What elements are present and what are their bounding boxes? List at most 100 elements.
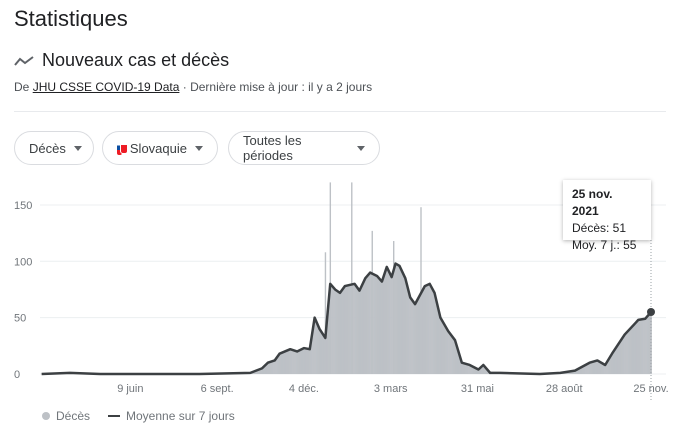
- legend-dot-icon: [42, 412, 50, 420]
- bar: [477, 369, 480, 374]
- bar: [617, 344, 619, 374]
- bar: [456, 346, 458, 374]
- bar: [595, 360, 598, 374]
- bar: [362, 282, 365, 374]
- bar: [431, 287, 433, 374]
- bar: [269, 362, 271, 374]
- bar: [439, 317, 442, 374]
- bar: [633, 324, 636, 374]
- bar: [358, 289, 360, 374]
- bar: [278, 355, 280, 374]
- bar: [319, 328, 321, 374]
- bar: [353, 284, 355, 374]
- bar: [588, 363, 590, 374]
- bar: [305, 348, 307, 374]
- bar: [313, 323, 315, 374]
- tooltip: 25 nov. 2021 Décès: 51 Moy. 7 j.: 55: [563, 180, 651, 252]
- bar: [394, 266, 396, 374]
- bar: [325, 327, 328, 374]
- bar: [308, 349, 310, 374]
- bar: [574, 370, 576, 374]
- bar: [396, 264, 398, 374]
- bar: [388, 270, 390, 374]
- bar: [361, 284, 364, 374]
- bar: [649, 313, 651, 374]
- period-dropdown[interactable]: Toutes les périodes: [228, 131, 380, 165]
- x-tick-label: 31 mai: [461, 383, 494, 395]
- bar: [455, 343, 457, 374]
- bar: [582, 366, 584, 374]
- bar: [628, 330, 630, 374]
- bar: [331, 286, 333, 374]
- bar: [569, 371, 571, 374]
- bar: [315, 319, 317, 374]
- bar: [593, 361, 596, 374]
- bar: [261, 368, 263, 374]
- bar: [440, 319, 443, 374]
- bar: [596, 360, 599, 374]
- bar: [424, 286, 426, 374]
- bar: [472, 366, 474, 374]
- caret-down-icon: [73, 145, 82, 151]
- bar: [390, 275, 392, 374]
- y-tick-label: 50: [14, 313, 26, 325]
- bar: [585, 364, 587, 374]
- x-tick-label: 3 mars: [374, 383, 408, 395]
- bar: [607, 360, 609, 374]
- bar: [288, 349, 290, 374]
- bar: [631, 326, 634, 374]
- bar: [270, 361, 272, 374]
- bar: [401, 272, 404, 374]
- bar: [605, 363, 607, 374]
- bar: [646, 316, 648, 374]
- bar: [468, 364, 470, 374]
- bar: [354, 283, 356, 374]
- bar: [326, 316, 328, 374]
- bar: [484, 367, 486, 374]
- bar: [276, 357, 278, 374]
- bar: [366, 275, 368, 374]
- bar: [304, 348, 306, 374]
- bar: [318, 326, 320, 374]
- y-tick-label: 150: [14, 200, 32, 212]
- bar: [416, 300, 418, 374]
- bar: [414, 304, 416, 374]
- bar: [391, 277, 393, 374]
- metric-dropdown[interactable]: Décès: [14, 131, 94, 165]
- bar: [306, 348, 308, 374]
- bar: [346, 285, 348, 374]
- bar: [378, 278, 380, 374]
- bar: [322, 334, 325, 374]
- x-tick-label: 28 août: [546, 383, 583, 395]
- bar: [435, 296, 437, 374]
- source-link[interactable]: JHU CSSE COVID-19 Data: [32, 80, 180, 94]
- bar: [335, 290, 337, 374]
- bar: [367, 274, 369, 374]
- bar: [389, 273, 391, 374]
- bar: [581, 366, 583, 374]
- bar: [373, 274, 375, 374]
- bar: [598, 361, 601, 374]
- bar: [620, 340, 622, 374]
- bar: [419, 295, 421, 374]
- bar: [480, 366, 483, 374]
- bar: [604, 364, 606, 374]
- bar: [615, 347, 617, 374]
- legend: Décès Moyenne sur 7 jours: [42, 409, 235, 423]
- bar: [573, 370, 575, 374]
- bar: [462, 363, 464, 374]
- bar: [433, 291, 435, 374]
- bar: [482, 364, 484, 374]
- page-title: Statistiques: [14, 6, 128, 31]
- bar: [426, 285, 428, 374]
- bar: [268, 362, 270, 374]
- bar: [277, 356, 279, 374]
- bar: [345, 285, 347, 374]
- bar: [347, 285, 349, 374]
- bar: [301, 349, 303, 374]
- bar-peak: [329, 182, 332, 374]
- bar: [255, 370, 257, 374]
- bar: [365, 277, 367, 374]
- country-dropdown[interactable]: Slovaquie: [102, 131, 218, 165]
